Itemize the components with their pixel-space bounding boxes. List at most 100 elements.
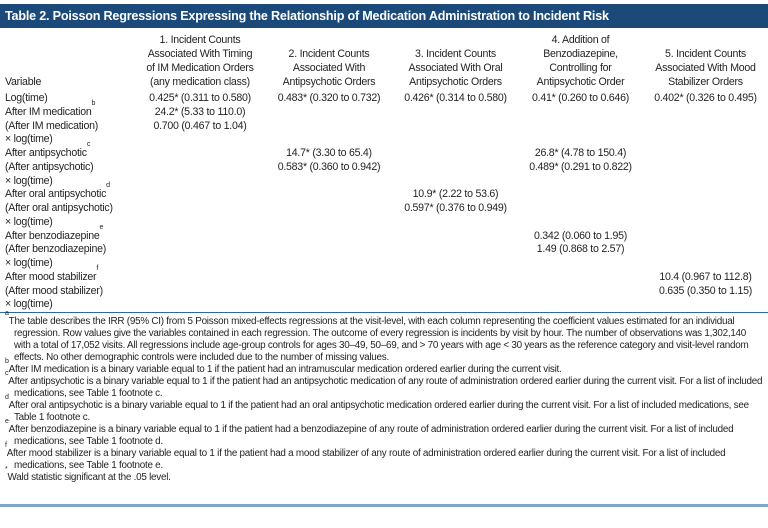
header-line: Benzodiazepine,	[543, 48, 618, 60]
header-line: of IM Medication Orders	[146, 62, 254, 74]
table-cell	[135, 161, 265, 189]
row-footnote-mark: d	[106, 182, 110, 190]
table-cell	[393, 120, 518, 148]
table-cell	[643, 202, 768, 230]
row-label: (After benzodiazepine) × log(time)	[5, 243, 135, 271]
row-label-text: (After antipsychotic)	[5, 160, 94, 173]
row-label-text: × log(time)	[5, 215, 53, 228]
footnote-c: cAfter antipsychotic is a binary variabl…	[5, 370, 765, 400]
header-line: 5. Incident Counts	[665, 48, 746, 60]
row-label: After IM medicationb	[5, 100, 135, 120]
table-title: Table 2. Poisson Regressions Expressing …	[0, 0, 768, 28]
row-label: (After mood stabilizer) × log(time)	[5, 285, 135, 313]
row-label-line: After mood stabilizerf	[5, 265, 135, 285]
row-label-text: (After benzodiazepine)	[5, 243, 107, 256]
table-cell	[518, 106, 643, 120]
row-footnote-mark: c	[86, 141, 91, 148]
footnote-d: dAfter oral antipsychotic is a binary va…	[5, 394, 765, 424]
table-cell	[265, 106, 393, 120]
row-label-line: (After IM medication)	[5, 120, 135, 134]
row-label-line: After benzodiazepinee	[5, 224, 135, 244]
row-label-text: After oral antipsychotic	[5, 188, 107, 201]
table-cell: 0.402* (0.326 to 0.495)	[654, 92, 757, 104]
table-cell	[643, 230, 768, 244]
row-label: (After antipsychotic) × log(time)	[5, 161, 135, 189]
row-label: After antipsychoticc	[5, 141, 135, 161]
regression-table: Variable 1. Incident Counts Associated Wit…	[5, 33, 768, 312]
header-line: Associated With Oral	[408, 62, 503, 74]
table-cell	[518, 120, 643, 148]
row-label-text: × log(time)	[5, 257, 53, 269]
header-line: 3. Incident Counts	[415, 48, 496, 60]
table-cell: 14.7* (3.30 to 65.4)	[286, 147, 372, 159]
footnote-mark: e	[5, 418, 9, 425]
footnote-mark: b	[5, 358, 9, 365]
footnote-a: aThe table describes the IRR (95% CI) fr…	[5, 310, 765, 364]
row-label-text: (After mood stabilizer)	[5, 284, 103, 297]
table-cell	[265, 271, 393, 285]
row-label-line: (After antipsychotic)	[5, 161, 135, 175]
header-variable: Variable	[5, 33, 135, 89]
row-label-line: × log(time)	[5, 175, 135, 189]
table-cell	[135, 230, 265, 244]
row-label-line: (After benzodiazepine)	[5, 243, 135, 257]
row-label-line: × log(time)	[5, 257, 135, 271]
row-label-line: × log(time)	[5, 216, 135, 230]
header-line: Stabilizer Orders	[668, 76, 743, 88]
table-cell: 0.700 (0.467 to 1.04)	[153, 119, 247, 132]
row-label-text: × log(time)	[5, 298, 53, 311]
table-cell	[265, 202, 393, 230]
table-cell	[393, 161, 518, 189]
header-line: Antipsychotic Orders	[409, 76, 502, 88]
table-cell: 0.483* (0.320 to 0.732)	[277, 92, 381, 104]
table-cell	[135, 147, 265, 161]
table-cell	[135, 271, 265, 285]
footnote-mark: d	[5, 394, 9, 401]
row-label-line: After antipsychoticc	[5, 141, 135, 161]
footnote-text: Wald statistic significant at the .05 le…	[7, 472, 171, 483]
table-cell	[518, 271, 643, 285]
row-footnote-mark: b	[91, 99, 96, 107]
row-label-line: × log(time)	[5, 133, 135, 147]
row-label-text: After mood stabilizer	[5, 270, 97, 283]
header-column-1: 1. Incident Counts Associated With Timing…	[135, 33, 265, 89]
table-cell: 0.489* (0.291 to 0.822)	[529, 160, 632, 173]
row-label-text: × log(time)	[5, 133, 53, 146]
header-column-4: 4. Addition of Benzodiazepine, Controlling…	[518, 33, 643, 89]
footnote-asterisk: *Wald statistic significant at the .05 l…	[5, 466, 765, 484]
table-cell	[393, 230, 518, 244]
row-label-text: × log(time)	[5, 174, 53, 187]
footnote-mark: *	[5, 466, 8, 473]
header-line: Antipsychotic Orders	[282, 76, 376, 88]
table-cell	[135, 188, 265, 202]
footnote-b: bAfter IM medication is a binary variabl…	[5, 358, 765, 376]
footnote-text: After mood stabilizer is a binary variab…	[6, 448, 726, 471]
header-column-3: 3. Incident Counts Associated With Oral An…	[393, 33, 518, 89]
row-label-text: After antipsychotic	[5, 147, 87, 159]
table-cell	[393, 285, 518, 313]
table-cell	[265, 285, 393, 313]
table-cell	[643, 106, 768, 120]
table-cell: 0.597* (0.376 to 0.949)	[404, 202, 507, 214]
footnotes: aThe table describes the IRR (95% CI) fr…	[5, 310, 765, 484]
header-column-2: 2. Incident Counts Associated With Antipsy…	[265, 33, 393, 89]
footnote-text: After oral antipsychotic is a binary var…	[8, 400, 749, 423]
table-cell: 24.2* (5.33 to 110.0)	[154, 105, 246, 118]
table-cell	[518, 285, 643, 313]
table-cell: 1.49 (0.868 to 2.57)	[536, 243, 625, 256]
table-cell: 0.426* (0.314 to 0.580)	[404, 92, 507, 104]
title-footnote-mark: a	[608, 0, 613, 5]
header-line: Associated With Mood	[655, 62, 756, 74]
table-cell	[643, 243, 768, 271]
table-cell: 0.425* (0.311 to 0.580)	[149, 92, 251, 104]
header-line: 4. Addition of	[551, 34, 610, 46]
row-label: After benzodiazepinee	[5, 224, 135, 244]
row-label-line: (After oral antipsychotic)	[5, 202, 135, 216]
table-cell	[265, 230, 393, 244]
header-column-5: 5. Incident Counts Associated With Mood St…	[643, 33, 768, 89]
table-cell	[265, 120, 393, 148]
footnote-text: After benzodiazepine is a binary variabl…	[8, 424, 734, 447]
header-line: 1. Incident Counts	[159, 34, 241, 46]
row-label: After mood stabilizerf	[5, 265, 135, 285]
header-line: Controlling for	[549, 62, 612, 74]
